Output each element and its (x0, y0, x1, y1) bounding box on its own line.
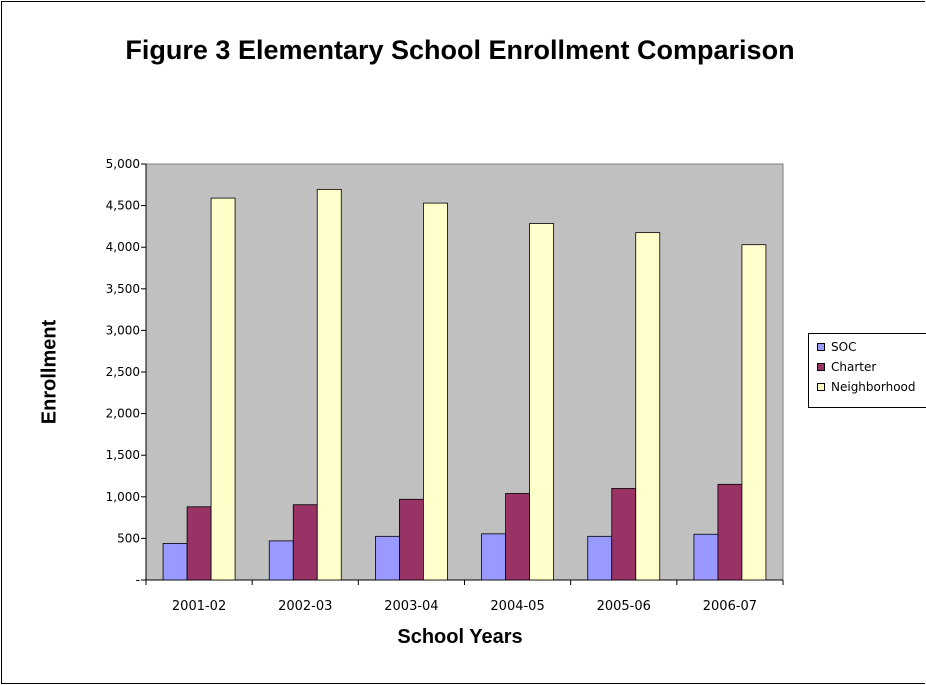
legend-label: Charter (831, 360, 877, 374)
bar-neighborhood-2002-03 (316, 188, 342, 581)
y-tick-label: 2,500 (106, 365, 140, 379)
legend-item-charter: Charter (817, 360, 876, 374)
x-tick-label: 2005-06 (597, 599, 651, 614)
y-axis-title: Enrollment (38, 319, 61, 425)
x-tick-label: 2003-04 (384, 599, 438, 614)
y-tick-label: 2,000 (106, 407, 140, 421)
bar-soc-2001-02 (162, 542, 188, 581)
x-tick-label: 2004-05 (490, 599, 544, 614)
legend-item-soc: SOC (817, 340, 856, 354)
bar-soc-2005-06 (587, 535, 613, 581)
legend-swatch (817, 382, 825, 391)
y-tick-label: 3,000 (106, 323, 140, 337)
bar-charter-2006-07 (717, 483, 743, 581)
x-tick-label: 2001-02 (172, 599, 226, 614)
y-tick-label: 500 (117, 531, 140, 545)
bar-neighborhood-2003-04 (423, 202, 448, 581)
y-tick-label: 3,500 (106, 282, 140, 296)
bar-neighborhood-2006-07 (741, 244, 767, 581)
legend-label: Neighborhood (831, 380, 916, 394)
bar-charter-2005-06 (611, 488, 637, 581)
y-tick-label: - (136, 573, 140, 587)
x-axis: 2001-02 2002-03 2003-04 2004-05 2005-06 2006-… (145, 579, 784, 614)
bar-neighborhood-2001-02 (210, 197, 236, 581)
legend-item-neighborhood: Neighborhood (817, 380, 916, 394)
legend-label: SOC (831, 340, 857, 354)
x-tick-label: 2006-07 (703, 599, 757, 614)
plot-area-background (145, 163, 784, 581)
x-axis-title: School Years (397, 626, 523, 648)
bar-soc-2003-04 (375, 535, 400, 581)
legend-swatch (817, 362, 825, 371)
y-tick-label: 4,000 (106, 240, 140, 254)
legend-swatch (817, 342, 825, 351)
bar-soc-2006-07 (693, 533, 719, 581)
bar-series-group (162, 188, 767, 581)
y-tick-label: 1,000 (106, 490, 140, 504)
x-tick-label: 2002-03 (278, 599, 332, 614)
y-tick-label: 4,500 (106, 199, 140, 213)
bar-neighborhood-2004-05 (529, 223, 554, 581)
bar-soc-2004-05 (481, 533, 506, 581)
bar-charter-2003-04 (399, 498, 424, 581)
legend: SOC Charter Neighborhood (808, 333, 926, 408)
y-tick-label: 5,000 (106, 157, 140, 171)
y-tick-label: 1,500 (106, 448, 140, 462)
bar-charter-2001-02 (186, 506, 212, 581)
bar-soc-2002-03 (268, 540, 294, 581)
bar-neighborhood-2005-06 (635, 232, 661, 581)
bar-charter-2004-05 (505, 493, 530, 581)
chart-title: Figure 3 Elementary School Enrollment Co… (125, 35, 795, 65)
y-axis: - 500 1,000 1,500 2,000 2,500 3,000 3,500 4,000 4… (106, 157, 147, 587)
bar-charter-2002-03 (292, 504, 318, 581)
